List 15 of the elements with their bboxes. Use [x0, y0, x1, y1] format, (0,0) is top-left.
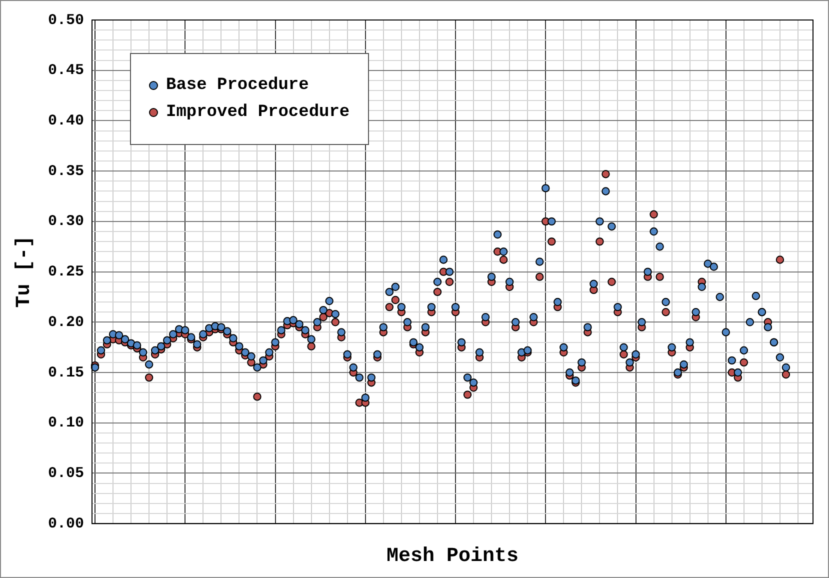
y-tick-label: 0.35: [48, 162, 84, 180]
y-tick-label: 0.45: [48, 62, 84, 80]
y-tick-label: 0.20: [48, 314, 84, 331]
y-tick-label: 0.15: [48, 364, 84, 382]
y-tick-label: 0.00: [48, 515, 84, 532]
legend-label: Base Procedure: [166, 76, 309, 95]
y-axis-title: Tu [-]: [13, 236, 36, 308]
y-tick-label: 0.50: [48, 12, 84, 29]
y-tick-label: 0.30: [48, 213, 84, 230]
y-tick-label: 0.10: [48, 414, 84, 432]
legend-label: Improved Procedure: [166, 103, 350, 122]
y-tick-label: 0.25: [48, 264, 84, 281]
y-tick-label: 0.05: [48, 465, 84, 482]
x-axis-title: Mesh Points: [386, 545, 519, 568]
y-tick-label: 0.40: [48, 112, 84, 130]
